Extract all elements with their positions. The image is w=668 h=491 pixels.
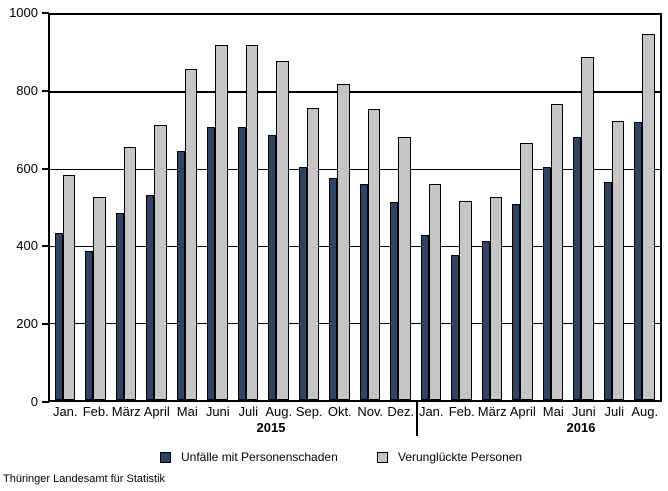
x-tick-label-17: Juni: [571, 404, 596, 419]
bar-verungluckte-3: [154, 125, 167, 400]
bar-unfaelle-9: [329, 177, 337, 400]
y-tick-label-200: 200: [16, 316, 38, 332]
gridline-200: [50, 323, 660, 324]
bar-unfaelle-13: [451, 255, 459, 400]
bar-unfaelle-10: [359, 184, 368, 400]
bar-verungluckte-2: [123, 146, 136, 400]
x-tick-label-2: März: [111, 404, 141, 419]
bar-unfaelle-15: [512, 204, 520, 400]
gridline-800: [50, 91, 660, 93]
year-divider: [416, 402, 418, 436]
legend-label-verungluckte: Verunglückte Personen: [398, 450, 523, 464]
x-tick-label-11: Dez.: [387, 404, 415, 419]
bar-verungluckte-14: [489, 196, 502, 400]
x-tick-label-5: Juni: [205, 404, 230, 419]
year-label-2016: 2016: [566, 420, 596, 435]
bar-verungluckte-18: [611, 120, 624, 400]
x-tick-label-4: Mai: [176, 404, 198, 419]
x-tick-label-16: Mai: [542, 404, 564, 419]
bar-unfaelle-8: [298, 167, 307, 400]
bar-verungluckte-15: [520, 143, 533, 400]
legend-label-unfaelle: Unfälle mit Personenschaden: [181, 450, 338, 464]
bar-unfaelle-12: [420, 234, 429, 400]
x-tick-label-12: Jan.: [418, 404, 444, 419]
bar-verungluckte-5: [215, 45, 228, 400]
x-tick-label-6: Juli: [238, 404, 258, 419]
legend-swatch-unfaelle-icon: [160, 451, 171, 463]
x-tick-label-19: Aug.: [631, 404, 659, 419]
bar-unfaelle-18: [603, 181, 612, 400]
y-tick-label-0: 0: [30, 394, 38, 409]
x-tick-label-8: Sep.: [295, 404, 323, 419]
bar-verungluckte-19: [642, 33, 655, 400]
y-tick-label-600: 600: [16, 160, 38, 176]
x-tick-label-3: April: [143, 404, 170, 419]
plot-area: [48, 13, 662, 402]
bar-verungluckte-1: [93, 197, 106, 400]
bar-verungluckte-7: [276, 60, 289, 400]
legend-item-unfaelle: Unfälle mit Personenschaden: [160, 450, 338, 464]
bar-unfaelle-1: [85, 251, 93, 400]
bar-verungluckte-8: [306, 107, 319, 400]
x-tick-label-0: Jan.: [52, 404, 78, 419]
bar-unfaelle-16: [542, 166, 551, 400]
bar-verungluckte-6: [245, 45, 258, 400]
y-tick-200: [42, 323, 49, 326]
y-tick-400: [42, 245, 49, 248]
y-tick-label-1000: 1000: [9, 5, 38, 20]
bar-verungluckte-0: [62, 174, 75, 400]
bar-unfaelle-2: [115, 212, 124, 400]
bar-unfaelle-4: [176, 150, 185, 400]
y-tick-0: [42, 401, 49, 403]
bar-unfaelle-7: [268, 134, 276, 400]
bar-verungluckte-9: [337, 84, 350, 400]
y-tick-label-800: 800: [16, 82, 38, 98]
x-tick-label-15: April: [509, 404, 536, 419]
bar-verungluckte-10: [367, 108, 380, 400]
bar-unfaelle-17: [573, 136, 581, 400]
x-tick-label-18: Juli: [604, 404, 624, 419]
bar-verungluckte-17: [581, 57, 594, 400]
bar-unfaelle-6: [237, 127, 246, 400]
bar-verungluckte-11: [398, 136, 411, 400]
gridline-400: [50, 246, 660, 247]
bar-unfaelle-5: [207, 126, 215, 400]
y-tick-600: [42, 167, 49, 170]
bar-verungluckte-4: [184, 68, 197, 400]
bar-verungluckte-16: [550, 103, 563, 400]
source-text: Thüringer Landesamt für Statistik: [3, 473, 166, 485]
legend-item-verungluckte: Verunglückte Personen: [377, 450, 522, 464]
bar-unfaelle-3: [146, 195, 154, 400]
x-tick-label-9: Okt.: [327, 404, 352, 419]
x-tick-label-10: Nov.: [357, 404, 384, 419]
bar-unfaelle-14: [481, 241, 490, 400]
x-tick-label-7: Aug.: [265, 404, 293, 419]
bar-verungluckte-12: [428, 183, 441, 400]
y-tick-label-400: 400: [16, 238, 38, 254]
bar-unfaelle-0: [54, 232, 63, 400]
y-tick-1000: [42, 12, 49, 14]
bar-verungluckte-13: [459, 201, 472, 400]
legend-swatch-verungluckte-icon: [377, 451, 388, 463]
bar-unfaelle-19: [634, 122, 642, 400]
y-tick-800: [42, 89, 49, 92]
x-tick-label-13: Feb.: [448, 404, 475, 419]
x-tick-label-14: März: [477, 404, 507, 419]
x-tick-label-1: Feb.: [82, 404, 109, 419]
year-label-2015: 2015: [256, 420, 286, 435]
bar-unfaelle-11: [390, 202, 398, 400]
gridline-600: [50, 169, 660, 170]
